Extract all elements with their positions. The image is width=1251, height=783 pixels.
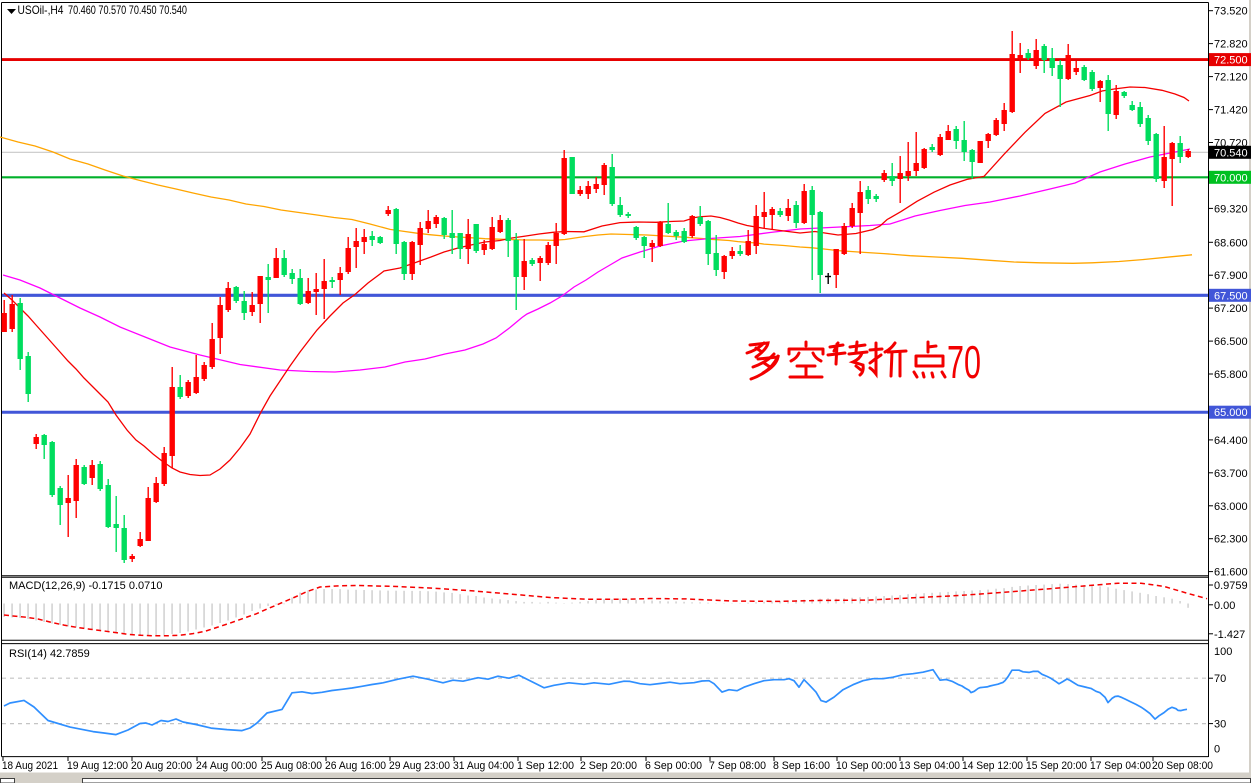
svg-text:26 Aug 16:00: 26 Aug 16:00	[325, 760, 386, 772]
svg-text:2 Sep 20:00: 2 Sep 20:00	[580, 760, 637, 772]
svg-text:70: 70	[947, 336, 981, 388]
svg-text:0.9759: 0.9759	[1214, 580, 1248, 592]
svg-text:72.500: 72.500	[1214, 55, 1248, 67]
svg-text:0: 0	[1214, 744, 1220, 756]
svg-text:6 Sep 00:00: 6 Sep 00:00	[645, 760, 702, 772]
svg-text:70.460 70.570 70.450 70.540: 70.460 70.570 70.450 70.540	[68, 3, 187, 17]
svg-text:25 Aug 08:00: 25 Aug 08:00	[261, 760, 322, 772]
svg-text:20 Sep 08:00: 20 Sep 08:00	[1152, 760, 1213, 772]
svg-text:67.500: 67.500	[1214, 290, 1248, 302]
svg-text:15 Sep 20:00: 15 Sep 20:00	[1026, 760, 1087, 772]
svg-text:73.520: 73.520	[1214, 6, 1248, 18]
svg-text:31 Aug 04:00: 31 Aug 04:00	[453, 760, 514, 772]
svg-text:66.500: 66.500	[1214, 336, 1248, 348]
svg-text:MACD(12,26,9) -0.1715 0.0710: MACD(12,26,9) -0.1715 0.0710	[9, 580, 162, 592]
svg-text:0.00: 0.00	[1214, 600, 1235, 612]
svg-text:69.320: 69.320	[1214, 203, 1248, 215]
svg-text:30: 30	[1214, 719, 1226, 731]
svg-text:72.120: 72.120	[1214, 72, 1248, 84]
svg-text:67.900: 67.900	[1214, 270, 1248, 282]
svg-text:7 Sep 08:00: 7 Sep 08:00	[709, 760, 766, 772]
svg-text:72.820: 72.820	[1214, 39, 1248, 51]
svg-text:1 Sep 12:00: 1 Sep 12:00	[517, 760, 574, 772]
svg-text:RSI(14) 42.7859: RSI(14) 42.7859	[9, 648, 90, 660]
svg-text:70: 70	[1214, 673, 1226, 685]
svg-text:70.000: 70.000	[1214, 172, 1248, 184]
svg-text:100: 100	[1214, 646, 1232, 658]
svg-text:68.600: 68.600	[1214, 237, 1248, 249]
svg-text:10 Sep 00:00: 10 Sep 00:00	[836, 760, 897, 772]
svg-text:14 Sep 12:00: 14 Sep 12:00	[962, 760, 1023, 772]
svg-text:13 Sep 04:00: 13 Sep 04:00	[899, 760, 960, 772]
svg-text:65.800: 65.800	[1214, 369, 1248, 381]
svg-text:20 Aug 20:00: 20 Aug 20:00	[131, 760, 192, 772]
svg-text:USOil-,H4: USOil-,H4	[18, 3, 64, 17]
svg-text:64.400: 64.400	[1214, 435, 1248, 447]
svg-text:61.600: 61.600	[1214, 567, 1248, 579]
svg-text:63.700: 63.700	[1214, 468, 1248, 480]
svg-text:19 Aug 12:00: 19 Aug 12:00	[67, 760, 128, 772]
svg-text:24 Aug 00:00: 24 Aug 00:00	[196, 760, 257, 772]
svg-text:18 Aug 2021: 18 Aug 2021	[2, 760, 58, 772]
svg-text:8 Sep 16:00: 8 Sep 16:00	[773, 760, 830, 772]
svg-text:71.420: 71.420	[1214, 105, 1248, 117]
svg-text:62.300: 62.300	[1214, 534, 1248, 546]
svg-text:70.540: 70.540	[1214, 147, 1248, 159]
svg-text:63.000: 63.000	[1214, 501, 1248, 513]
svg-text:29 Aug 23:00: 29 Aug 23:00	[389, 760, 450, 772]
svg-text:-1.427: -1.427	[1214, 629, 1245, 641]
svg-text:17 Sep 04:00: 17 Sep 04:00	[1090, 760, 1151, 772]
svg-text:65.000: 65.000	[1214, 407, 1248, 419]
svg-text:67.200: 67.200	[1214, 303, 1248, 315]
